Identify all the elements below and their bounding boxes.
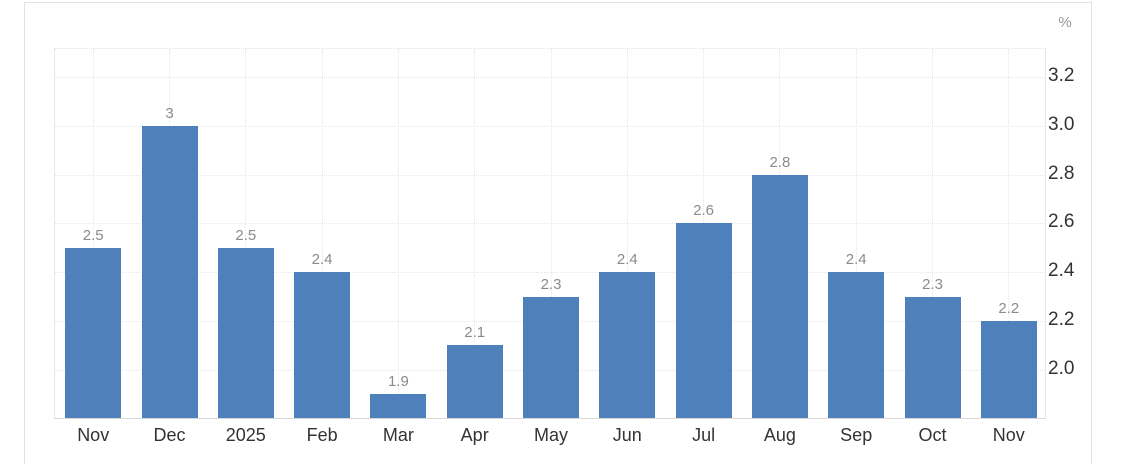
bar-7-jun[interactable] [599, 272, 656, 418]
x-axis-label-2-2025: 2025 [225, 425, 266, 445]
x-gridline-0 [92, 49, 94, 419]
bar-value-label-9: 2.8 [769, 153, 791, 171]
bar-value-label-7: 2.4 [616, 251, 638, 269]
bar-value-label-6: 2.3 [540, 275, 562, 293]
x-axis-label-5-apr: Apr [460, 425, 489, 445]
bar-value-label-10: 2.4 [845, 251, 867, 269]
bar-6-may[interactable] [523, 296, 579, 418]
plot-area: 2.5 Nov 3 Dec 2.5 2025 2.4 Feb 1.9 Mar 2.1 Apr 2.3 Ma… [54, 48, 1046, 445]
bar-value-label-5: 2.1 [464, 324, 486, 342]
bar-value-label-12: 2.2 [998, 300, 1020, 317]
bar-value-label-3: 2.4 [311, 251, 333, 269]
x-axis-label-12-nov: Nov [992, 425, 1025, 445]
x-gridline-2 [245, 49, 247, 419]
y-gridline-2.8 [55, 174, 1045, 176]
x-axis-label-1-dec: Dec [153, 425, 186, 445]
y-axis-label-2.0: 2.0 [1048, 357, 1075, 379]
x-axis-label-0-nov: Nov [77, 425, 110, 445]
x-gridline-3 [321, 49, 323, 419]
bar-8-jul[interactable] [675, 223, 732, 418]
bar-0-nov[interactable] [65, 247, 122, 418]
y-axis-unit-label: % [1058, 14, 1072, 31]
y-axis-label-2.4: 2.4 [1048, 260, 1075, 282]
bar-11-oct[interactable] [904, 296, 961, 418]
y-gridline-2.4 [55, 272, 1045, 274]
x-gridline-4 [397, 49, 399, 419]
x-gridline-10 [855, 49, 857, 419]
x-gridline-6 [550, 49, 552, 419]
bar-value-label-4: 1.9 [387, 373, 409, 391]
bar-10-sep[interactable] [828, 272, 885, 418]
y-axis-label-2.6: 2.6 [1048, 211, 1075, 233]
x-axis-label-11-oct: Oct [918, 425, 947, 445]
x-axis-label-3-feb: Feb [306, 425, 338, 445]
y-gridline-2.6 [55, 223, 1045, 225]
y-gridline-3.2 [55, 77, 1045, 78]
x-gridline-5 [474, 49, 476, 419]
x-axis-label-9-aug: Aug [763, 425, 796, 445]
x-axis-label-6-may: May [533, 425, 568, 445]
y-gridline-3.0 [55, 125, 1045, 127]
bar-5-apr[interactable] [446, 345, 503, 418]
bar-3-feb[interactable] [294, 272, 351, 418]
bar-1-dec[interactable] [141, 125, 198, 418]
y-axis-label-2.8: 2.8 [1048, 162, 1075, 184]
bar-value-label-1: 3 [165, 104, 174, 122]
bar-value-label-2: 2.5 [235, 226, 257, 244]
x-gridline-12 [1008, 49, 1010, 419]
bar-2-2025[interactable] [217, 247, 274, 418]
x-gridline-11 [932, 49, 933, 419]
x-axis-label-8-jul: Jul [692, 425, 716, 445]
y-axis-label-2.2: 2.2 [1048, 309, 1075, 330]
x-axis-line [54, 418, 1046, 419]
bar-9-aug[interactable] [751, 174, 808, 418]
x-axis-label-4-mar: Mar [382, 425, 414, 445]
bar-4-mar[interactable] [370, 394, 427, 418]
y-axis-label-3.0: 3.0 [1048, 113, 1075, 135]
bar-12-nov[interactable] [980, 321, 1037, 418]
x-axis-label-10-sep: Sep [840, 425, 873, 445]
x-axis-label-7-jun: Jun [612, 425, 642, 445]
bar-value-label-0: 2.5 [82, 226, 104, 244]
bar-value-label-11: 2.3 [922, 275, 943, 293]
y-axis-label-3.2: 3.2 [1048, 65, 1075, 86]
x-gridline-7 [626, 49, 628, 419]
bar-value-label-8: 2.6 [693, 202, 715, 220]
